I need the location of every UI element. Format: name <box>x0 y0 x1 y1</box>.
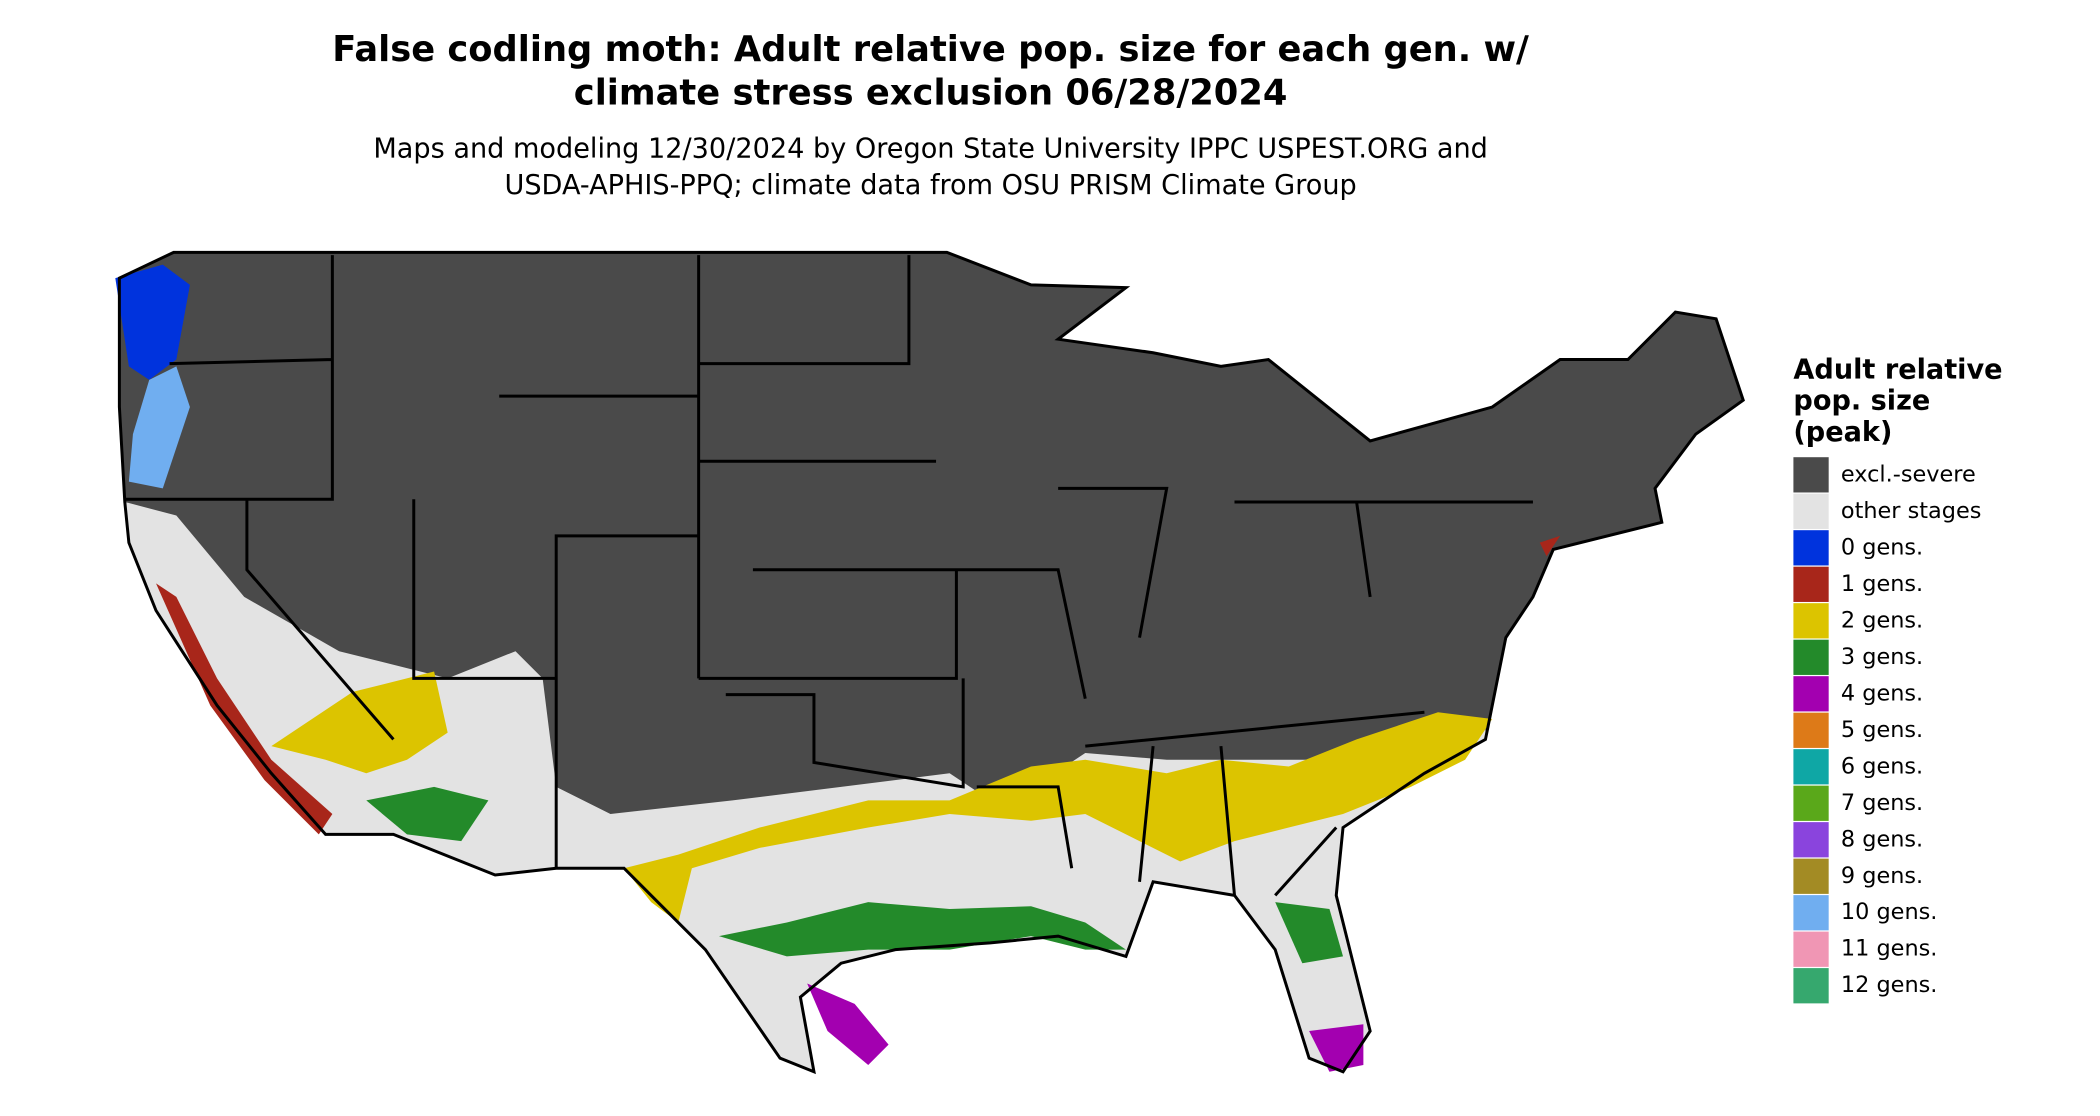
legend-swatch <box>1793 530 1829 566</box>
legend-label: 3 gens. <box>1841 644 1923 670</box>
legend-title: pop. size <box>1793 386 1930 417</box>
legend-label: 6 gens. <box>1841 753 1923 779</box>
legend-swatch <box>1793 822 1829 858</box>
legend-label: 11 gens. <box>1841 936 1938 962</box>
legend-title: Adult relative <box>1793 355 2002 386</box>
legend-label: 12 gens. <box>1841 972 1938 998</box>
legend-swatch <box>1793 566 1829 602</box>
legend: Adult relative pop. size (peak) excl.-se… <box>1793 355 2003 1004</box>
legend-label: 5 gens. <box>1841 717 1923 743</box>
legend-swatch <box>1793 603 1829 639</box>
subtitle-line: Maps and modeling 12/30/2024 by Oregon S… <box>373 133 1488 164</box>
legend-swatch <box>1793 712 1829 748</box>
legend-label: 7 gens. <box>1841 790 1923 816</box>
legend-label: 9 gens. <box>1841 863 1923 889</box>
legend-swatch <box>1793 493 1829 529</box>
legend-label: excl.-severe <box>1841 461 1976 487</box>
legend-label: 8 gens. <box>1841 826 1923 852</box>
legend-swatch <box>1793 639 1829 675</box>
legend-label: 10 gens. <box>1841 899 1938 925</box>
legend-swatch <box>1793 676 1829 712</box>
legend-swatch <box>1793 895 1829 931</box>
legend-swatch <box>1793 785 1829 821</box>
legend-swatch <box>1793 749 1829 785</box>
legend-label: 0 gens. <box>1841 534 1923 560</box>
title-line: False codling moth: Adult relative pop. … <box>332 29 1529 70</box>
legend-label: 2 gens. <box>1841 607 1923 633</box>
map <box>115 250 1745 1075</box>
legend-label: 1 gens. <box>1841 571 1923 597</box>
title-line: climate stress exclusion 06/28/2024 <box>574 72 1288 113</box>
legend-swatch <box>1793 931 1829 967</box>
legend-swatch <box>1793 968 1829 1004</box>
legend-label: other stages <box>1841 498 1982 524</box>
legend-swatch <box>1793 457 1829 493</box>
subtitle-line: USDA-APHIS-PPQ; climate data from OSU PR… <box>504 170 1356 201</box>
legend-title: (peak) <box>1793 417 1892 448</box>
legend-swatch <box>1793 858 1829 894</box>
legend-label: 4 gens. <box>1841 680 1923 706</box>
